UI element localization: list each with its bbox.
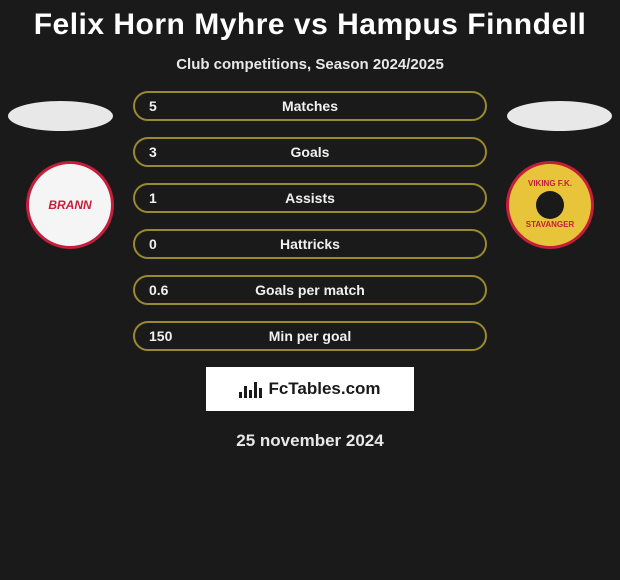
stat-label: Assists	[135, 190, 485, 206]
stat-row-goals-per-match: 0.6 Goals per match	[133, 275, 487, 305]
stat-value: 3	[149, 144, 157, 160]
stat-label: Goals per match	[135, 282, 485, 298]
comparison-title: Felix Horn Myhre vs Hampus Finndell	[0, 0, 620, 42]
stats-container: 5 Matches 3 Goals 1 Assists 0 Hattricks …	[133, 91, 487, 351]
stat-row-assists: 1 Assists	[133, 183, 487, 213]
stat-value: 150	[149, 328, 172, 344]
stat-label: Min per goal	[135, 328, 485, 344]
club-logo-right: VIKING F.K. STAVANGER	[506, 161, 594, 249]
stat-row-matches: 5 Matches	[133, 91, 487, 121]
fctables-label: FcTables.com	[268, 379, 380, 399]
player-right-silhouette	[507, 101, 612, 131]
fctables-watermark: FcTables.com	[206, 367, 414, 411]
stat-value: 1	[149, 190, 157, 206]
stat-value: 0.6	[149, 282, 168, 298]
stat-row-goals: 3 Goals	[133, 137, 487, 167]
club-name-right-bottom: STAVANGER	[526, 221, 574, 230]
bar-chart-icon	[239, 380, 262, 398]
club-ball-icon	[536, 191, 564, 219]
player-left-silhouette	[8, 101, 113, 131]
stat-value: 0	[149, 236, 157, 252]
club-name-right-top: VIKING F.K.	[526, 180, 574, 189]
stat-row-hattricks: 0 Hattricks	[133, 229, 487, 259]
club-logo-left: BRANN	[26, 161, 114, 249]
date-label: 25 november 2024	[0, 431, 620, 451]
club-name-left: BRANN	[48, 198, 91, 212]
content-area: BRANN VIKING F.K. STAVANGER 5 Matches 3 …	[0, 91, 620, 451]
club-logo-right-inner: VIKING F.K. STAVANGER	[526, 180, 574, 230]
stat-label: Matches	[135, 98, 485, 114]
stat-value: 5	[149, 98, 157, 114]
stat-label: Hattricks	[135, 236, 485, 252]
stat-row-min-per-goal: 150 Min per goal	[133, 321, 487, 351]
stat-label: Goals	[135, 144, 485, 160]
subtitle: Club competitions, Season 2024/2025	[0, 56, 620, 73]
